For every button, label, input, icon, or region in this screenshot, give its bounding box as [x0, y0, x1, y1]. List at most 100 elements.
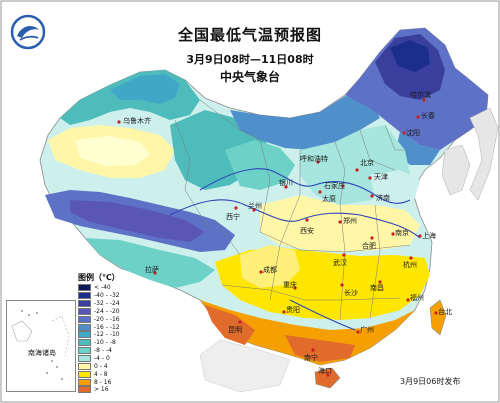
city-label: 济南 — [376, 194, 390, 202]
agency-name: 中央气象台 — [219, 70, 280, 84]
legend-swatch — [78, 339, 91, 347]
legend-item: 0 - 4 — [78, 362, 126, 370]
legend-swatch — [78, 331, 91, 339]
province-boundaries — [174, 99, 411, 321]
japan-island — [469, 107, 499, 201]
legend-label: < -40 — [94, 284, 111, 292]
legend-label: -32 - -24 — [94, 300, 120, 308]
legend-label: -24 - -20 — [94, 307, 120, 315]
city-label: 银川 — [279, 179, 293, 187]
hainan-island — [314, 367, 341, 389]
city-label: 长沙 — [344, 289, 358, 297]
city-label: 南昌 — [370, 284, 384, 292]
zone-xinjiang-core — [110, 74, 180, 104]
legend-swatch — [78, 378, 91, 386]
inset-label: 南海诸岛 — [28, 349, 56, 357]
cma-logo-icon — [10, 14, 46, 50]
zone-inner-mongolia — [230, 96, 380, 150]
cma-logo — [10, 14, 46, 50]
legend-item: > 16 — [78, 386, 126, 394]
city-label: 海口 — [318, 367, 332, 375]
zone-south-orange — [200, 300, 415, 365]
yellow-river — [199, 168, 411, 204]
legend-label: -8 - -4 — [94, 347, 112, 355]
city-label: 成都 — [263, 266, 277, 274]
city-label: 武汉 — [333, 259, 347, 267]
legend-swatch — [78, 386, 91, 394]
city-label: 乌鲁木齐 — [123, 117, 151, 125]
city-markers — [117, 98, 438, 377]
legend-swatch — [78, 362, 91, 370]
legend-item: -12 - -10 — [78, 331, 126, 339]
legend-item: -20 - -16 — [78, 315, 126, 323]
city-label: 沈阳 — [406, 129, 420, 137]
zone-tibet-south — [85, 238, 215, 288]
legend-item: -32 - -24 — [78, 300, 126, 308]
legend-label: -12 - -10 — [94, 331, 120, 339]
legend-swatch — [78, 347, 91, 355]
legend-swatch — [78, 355, 91, 363]
legend-item: -8 - -4 — [78, 347, 126, 355]
legend-item: 4 - 8 — [78, 370, 126, 378]
legend-item: -4 - 0 — [78, 355, 126, 363]
legend-item: -40 - -32 — [78, 292, 126, 300]
city-label: 福州 — [410, 294, 424, 302]
city-label: 郑州 — [343, 217, 357, 225]
legend-swatch — [78, 370, 91, 378]
legend-rows: < -40 -40 - -32 -32 - -24 -24 - -20 -20 - -1… — [78, 284, 126, 394]
city-label: 长春 — [421, 112, 435, 120]
city-label: 台北 — [438, 308, 452, 316]
zone-shandong — [370, 170, 420, 205]
legend-swatch — [78, 300, 91, 308]
taiwan-island — [429, 299, 447, 336]
legend-label: -20 - -16 — [94, 315, 120, 323]
legend-label: -10 - -8 — [94, 339, 116, 347]
legend-swatch — [78, 307, 91, 315]
city-label: 西安 — [300, 227, 314, 235]
legend-item: 8 - 16 — [78, 378, 126, 386]
city-label: 上海 — [422, 232, 436, 240]
legend-swatch — [78, 315, 91, 323]
map-title: 全国最低气温预报图 — [177, 26, 322, 44]
city-label: 南京 — [395, 229, 409, 237]
city-label: 太原 — [322, 195, 336, 203]
issue-time: 3月9日06时发布 — [400, 377, 461, 386]
city-label: 广州 — [360, 326, 374, 334]
city-label: 昆明 — [228, 326, 242, 334]
legend-label: -40 - -32 — [94, 292, 120, 300]
zone-sichuan-yellow — [240, 245, 300, 288]
city-label: 石家庄 — [324, 182, 345, 190]
legend-label: 8 - 16 — [94, 378, 112, 386]
pearl-river — [289, 299, 356, 331]
city-label: 西宁 — [226, 213, 240, 221]
zone-northeast-extreme — [390, 40, 430, 72]
legend-title: 图例（℃） — [78, 273, 120, 282]
legend-swatch — [78, 323, 91, 331]
rivers — [169, 168, 421, 331]
zone-tibet-core — [70, 200, 205, 242]
legend-label: 4 - 8 — [94, 370, 108, 378]
zone-guangxi-hot — [285, 335, 355, 362]
yangtze-river — [169, 199, 421, 239]
city-label: 哈尔滨 — [410, 91, 431, 99]
south-china-sea-inset — [6, 300, 76, 392]
inset-islands — [11, 310, 70, 380]
zone-yunnan-hot — [205, 305, 255, 345]
legend-label: -16 - -12 — [94, 323, 120, 331]
legend-item: -24 - -20 — [78, 307, 126, 316]
legend: 图例（℃） < -40 -40 - -32 -32 - -24 -24 - -20 -2… — [78, 272, 126, 394]
legend-item: -10 - -8 — [78, 339, 126, 347]
legend-label: 0 - 4 — [94, 362, 108, 370]
forecast-period: 3月9日08时—11日08时 — [186, 53, 314, 66]
legend-item: -16 - -12 — [78, 323, 126, 331]
legend-swatch — [78, 284, 91, 292]
zone-tarim-inner — [75, 136, 150, 166]
korea-peninsula — [441, 144, 471, 196]
city-label: 北京 — [360, 159, 374, 167]
city-label: 合肥 — [362, 242, 376, 250]
city-label: 重庆 — [283, 281, 297, 289]
city-label: 贵阳 — [286, 306, 300, 314]
